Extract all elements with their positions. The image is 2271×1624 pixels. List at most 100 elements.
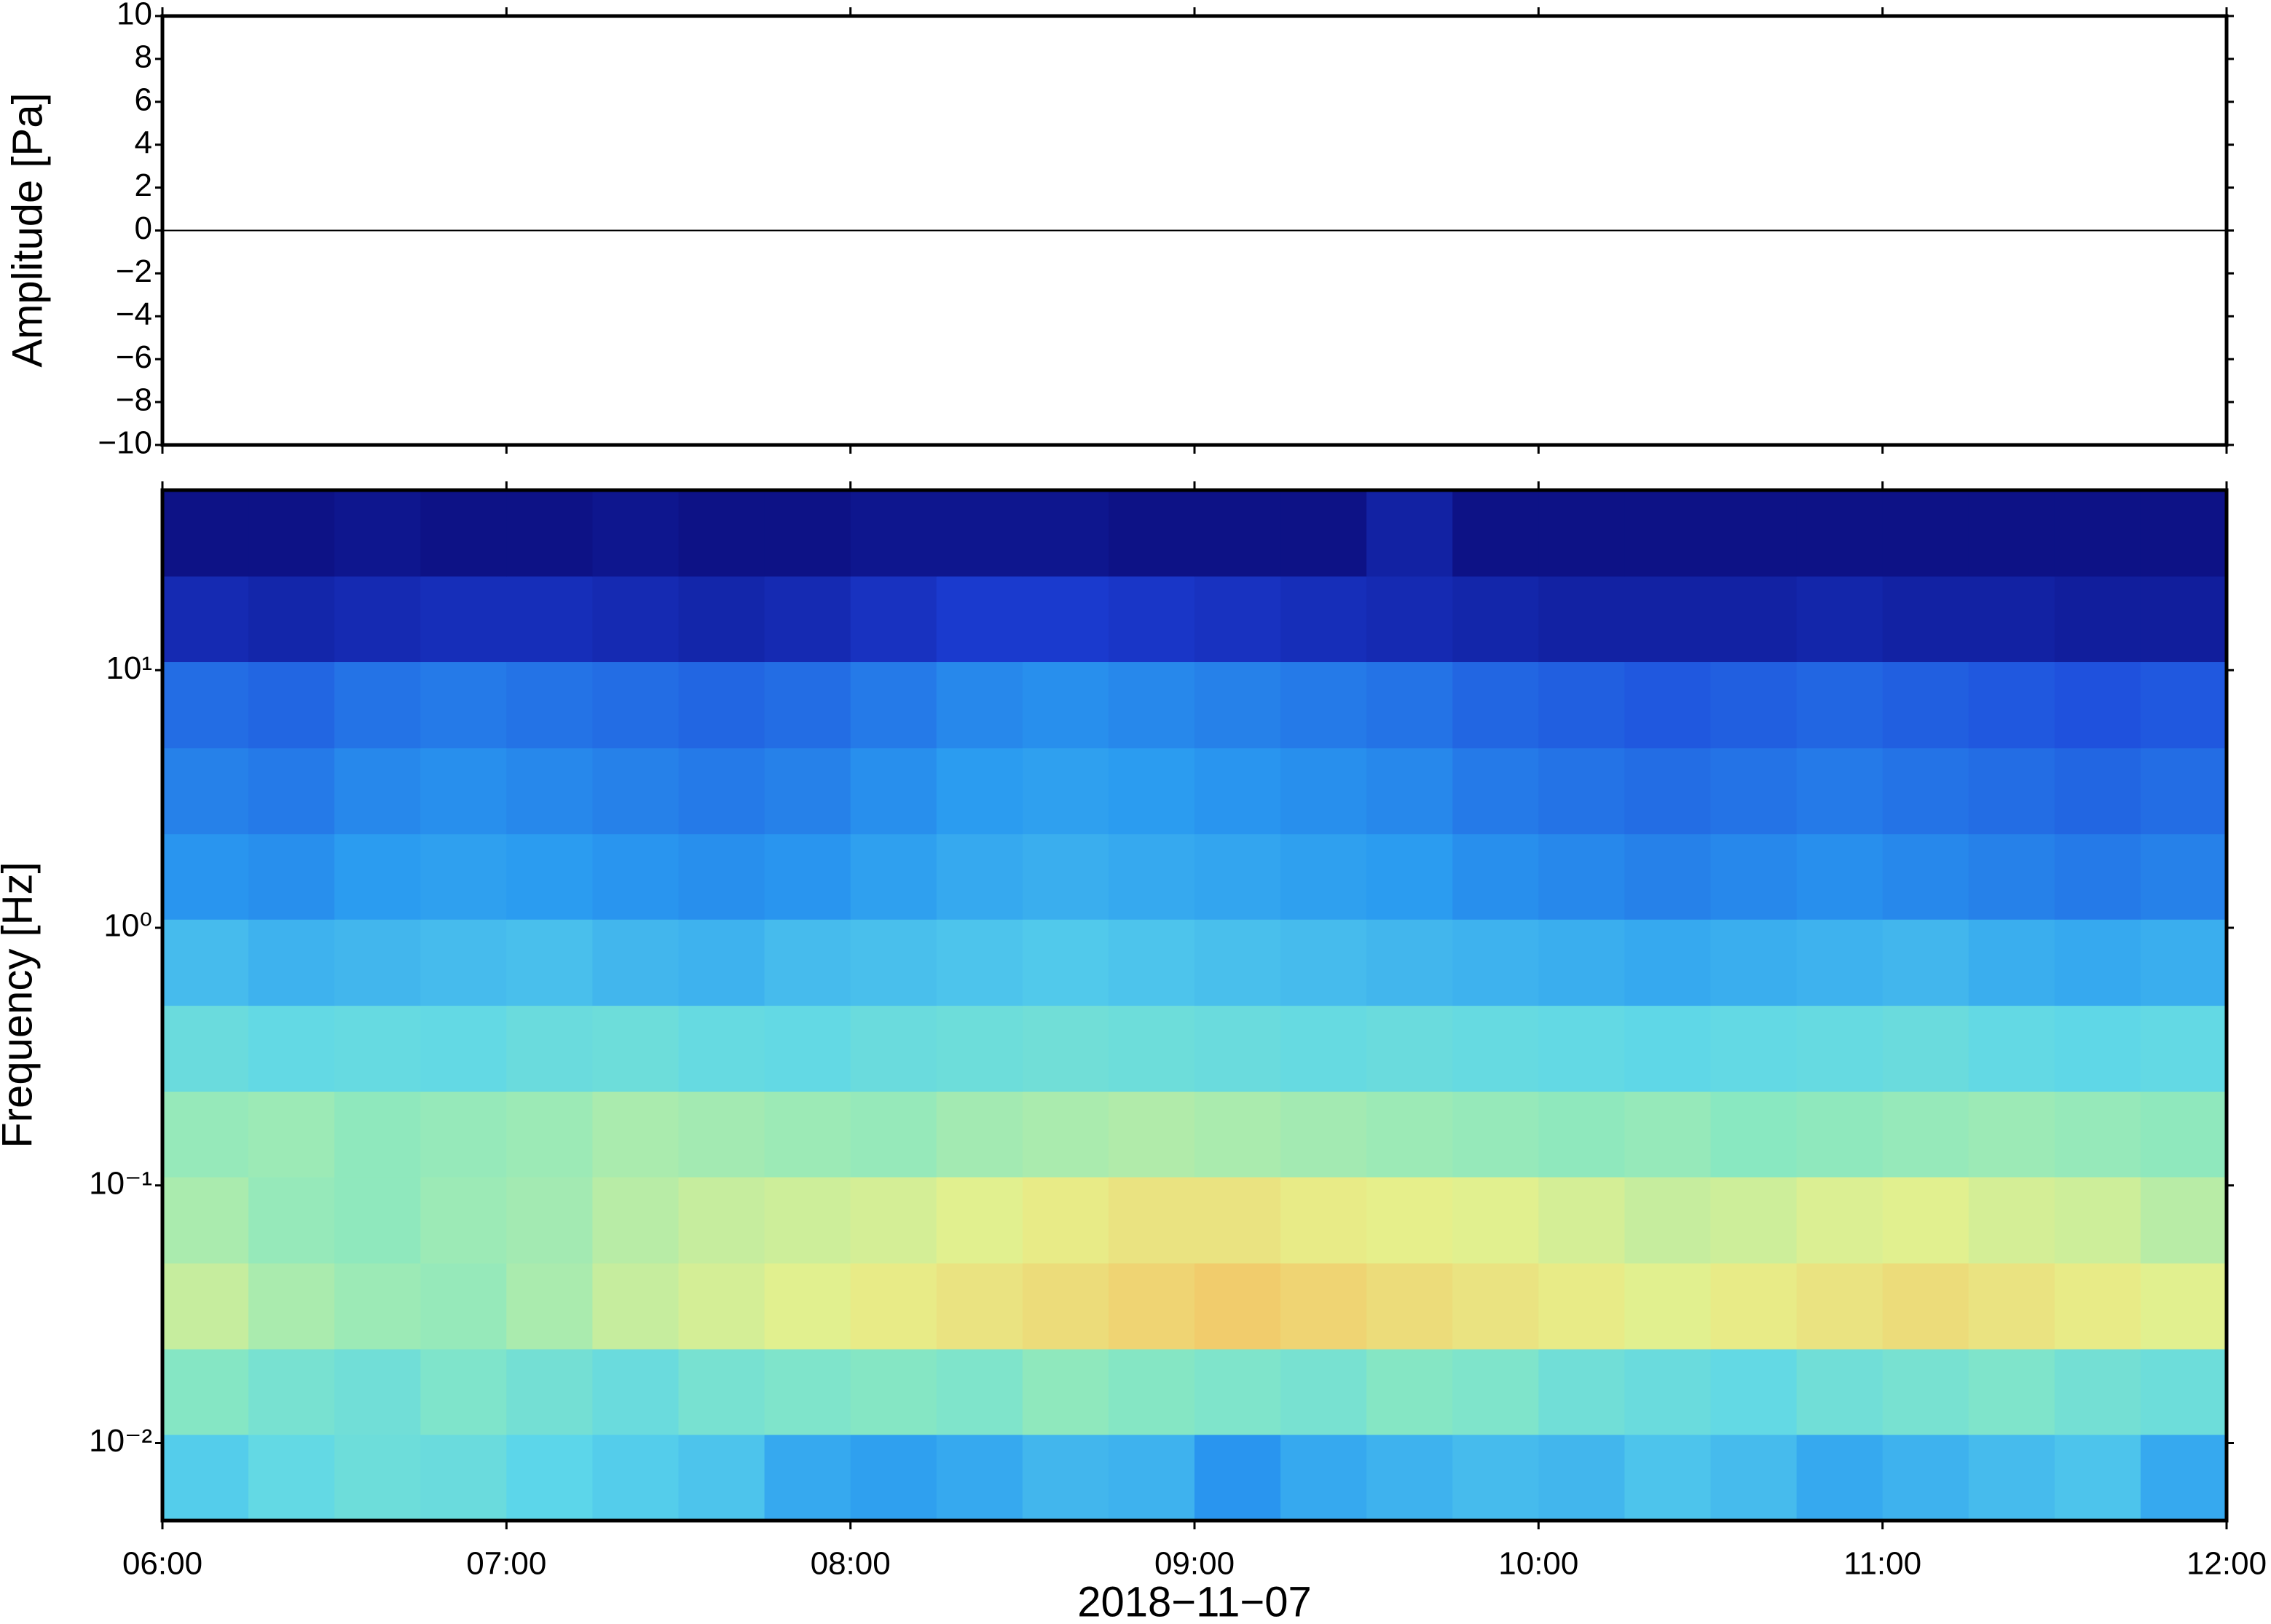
- spectrogram-cell: [1194, 1005, 1281, 1092]
- spectrogram-cell: [1968, 490, 2055, 577]
- spectrogram-cell: [592, 1434, 680, 1521]
- spectrogram-cell: [1796, 1263, 1884, 1349]
- spectrogram-cell: [1452, 1005, 1539, 1092]
- spectrogram-cell: [1280, 1349, 1367, 1435]
- spectrogram-cell: [1108, 661, 1195, 749]
- spectrogram-cell: [764, 1005, 851, 1092]
- spectrogram-cell: [1194, 833, 1281, 920]
- spectrogram-cell: [764, 833, 851, 920]
- spectrogram-cell: [1022, 919, 1109, 1006]
- spectrogram-cell: [1452, 1176, 1539, 1264]
- spectrogram-cell: [592, 1263, 680, 1349]
- spectrogram-cell: [1280, 575, 1367, 663]
- spectrogram-cell: [936, 1263, 1023, 1349]
- spectrogram-cell: [1538, 1091, 1626, 1178]
- spectrogram-cell: [2054, 833, 2141, 920]
- spectrogram-cell: [1452, 747, 1539, 835]
- y-tick-label: −10: [98, 425, 152, 461]
- spectrogram-cell: [592, 1349, 680, 1435]
- spectrogram-cell: [420, 747, 507, 835]
- spectrogram-cell: [506, 1349, 594, 1435]
- spectrogram-cell: [2054, 1176, 2141, 1264]
- spectrogram-cell: [1108, 1005, 1195, 1092]
- spectrogram-cell: [420, 919, 507, 1006]
- spectrogram-cell: [420, 1434, 507, 1521]
- spectrogram-cell: [1882, 1091, 1969, 1178]
- spectrogram-cell: [248, 575, 335, 663]
- spectrogram-cell: [850, 1091, 937, 1178]
- spectrogram-cell: [162, 1434, 249, 1521]
- spectrogram-cell: [764, 575, 851, 663]
- spectrogram-cell: [1710, 1176, 1798, 1264]
- spectrogram-cell: [1194, 1091, 1281, 1178]
- spectrogram-cell: [248, 490, 335, 577]
- y-tick-label: −2: [116, 253, 152, 289]
- spectrogram-cell: [1624, 747, 1712, 835]
- x-tick-label: 07:00: [466, 1546, 546, 1582]
- spectrogram-cell: [1366, 490, 1453, 577]
- spectrogram-cell: [1968, 833, 2055, 920]
- spectrogram-cell: [1452, 490, 1539, 577]
- spectrogram-cell: [1194, 1434, 1281, 1521]
- spectrogram-cell: [1710, 490, 1798, 577]
- spectrogram-cell: [1538, 1005, 1626, 1092]
- spectrogram-cell: [1624, 661, 1712, 749]
- spectrogram-cell: [936, 661, 1023, 749]
- spectrogram-cell: [162, 575, 249, 663]
- spectrogram-cell: [764, 919, 851, 1006]
- spectrogram-cell: [248, 919, 335, 1006]
- spectrogram-cell: [1796, 575, 1884, 663]
- spectrogram-cell: [1108, 1263, 1195, 1349]
- spectrogram-cell: [592, 661, 680, 749]
- spectrogram-cell: [1538, 575, 1626, 663]
- x-tick-label: 11:00: [1843, 1546, 1921, 1582]
- spectrogram-cell: [1882, 1263, 1969, 1349]
- spectrogram-cell: [334, 1263, 421, 1349]
- y-tick-label: −8: [116, 382, 152, 418]
- spectrogram-cell: [1882, 747, 1969, 835]
- spectrogram-cell: [334, 1005, 421, 1092]
- spectrogram-cell: [1538, 661, 1626, 749]
- spectrogram-cell: [2140, 747, 2227, 835]
- x-tick-label: 06:00: [122, 1546, 202, 1582]
- spectrogram-cell: [334, 1349, 421, 1435]
- spectrogram-cell: [420, 1091, 507, 1178]
- spectrogram-cell: [506, 490, 594, 577]
- spectrogram-cell: [1538, 490, 1626, 577]
- spectrogram-cell: [1022, 833, 1109, 920]
- spectrogram-cell: [2140, 1263, 2227, 1349]
- spectrogram-cell: [1280, 919, 1367, 1006]
- y-tick-label: 2: [135, 167, 152, 203]
- spectrogram-cell: [248, 1434, 335, 1521]
- spectrogram-cell: [764, 1349, 851, 1435]
- spectrogram-cell: [1538, 1263, 1626, 1349]
- spectrogram-cell: [678, 575, 765, 663]
- spectrogram-cell: [1452, 661, 1539, 749]
- spectrogram-cell: [420, 833, 507, 920]
- spectrogram-cell: [2054, 919, 2141, 1006]
- spectrogram-cell: [1624, 833, 1712, 920]
- spectrogram-cell: [248, 1349, 335, 1435]
- spectrogram-cell: [1710, 1005, 1798, 1092]
- spectrogram-cell: [1280, 1434, 1367, 1521]
- spectrogram-cell: [936, 919, 1023, 1006]
- spectrogram-cell: [162, 1005, 249, 1092]
- spectrogram-cell: [1452, 833, 1539, 920]
- spectrogram-cell: [1710, 661, 1798, 749]
- spectrogram-cell: [1366, 1349, 1453, 1435]
- spectrogram-cell: [334, 747, 421, 835]
- spectrogram-cell: [2054, 661, 2141, 749]
- spectrogram-cell: [1710, 747, 1798, 835]
- spectrogram-cell: [1108, 919, 1195, 1006]
- spectrogram-cell: [2140, 919, 2227, 1006]
- spectrogram-cell: [1108, 575, 1195, 663]
- spectrogram-cell: [1624, 1434, 1712, 1521]
- spectrogram-cell: [850, 1176, 937, 1264]
- spectrogram-cell: [420, 490, 507, 577]
- spectrogram-cell: [334, 490, 421, 577]
- spectrogram-cell: [334, 919, 421, 1006]
- spectrogram-cell: [1108, 833, 1195, 920]
- spectrogram-cell: [2140, 661, 2227, 749]
- y-tick-label: 4: [135, 125, 152, 160]
- spectrogram-cell: [1366, 833, 1453, 920]
